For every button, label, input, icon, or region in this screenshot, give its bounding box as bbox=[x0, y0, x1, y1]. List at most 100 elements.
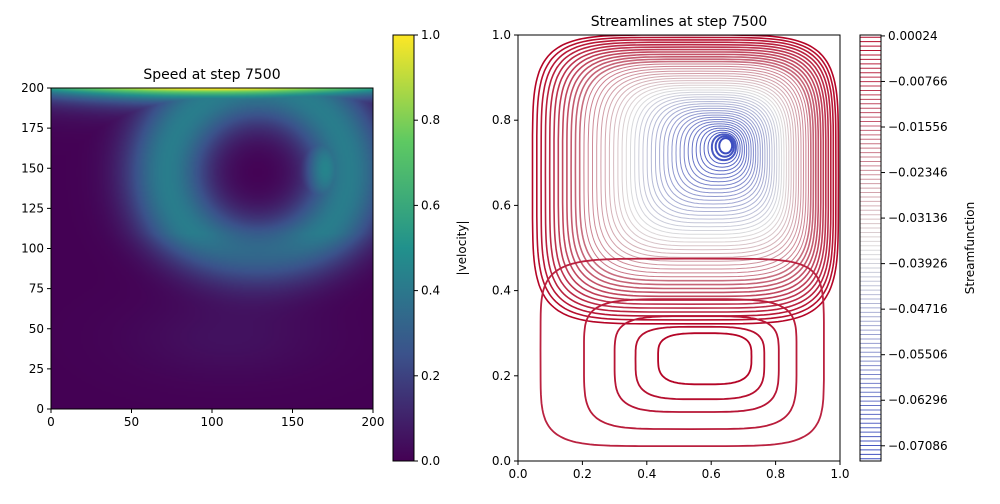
speed-colorbar-tick-label: 0.4 bbox=[421, 284, 440, 298]
streamfunction-colorbar-tick-label: −0.01556 bbox=[888, 120, 948, 134]
secondary-streamline bbox=[539, 257, 825, 447]
heatmap-y-tick-label: 75 bbox=[29, 282, 44, 296]
primary-streamline bbox=[659, 105, 766, 209]
heatmap-title: Speed at step 7500 bbox=[143, 67, 280, 83]
streamlines-x-tick-label: 0.2 bbox=[573, 467, 592, 481]
secondary-streamline bbox=[657, 332, 753, 386]
streamfunction-colorbar-tick-label: −0.03136 bbox=[888, 211, 948, 225]
primary-streamline bbox=[592, 68, 805, 270]
streamlines-y-axis: 0.0 0.2 0.4 0.6 0.8 1.0 bbox=[492, 28, 518, 468]
streamfunction-colorbar-label: Streamfunction bbox=[963, 202, 977, 294]
streamfunction-colorbar-tick-label: −0.06296 bbox=[888, 393, 948, 407]
primary-streamline bbox=[691, 123, 748, 179]
heatmap-y-tick-label: 125 bbox=[21, 201, 44, 215]
primary-streamline bbox=[583, 63, 809, 278]
primary-streamline bbox=[557, 48, 825, 301]
streamlines-x-tick-label: 0.4 bbox=[637, 467, 656, 481]
streamfunction-colorbar-tick-label: −0.05506 bbox=[888, 348, 948, 362]
heatmap-x-tick-label: 100 bbox=[201, 415, 224, 429]
primary-streamline bbox=[683, 119, 752, 186]
streamfunction-colorbar-tick-label: −0.00766 bbox=[888, 74, 948, 88]
primary-streamline bbox=[671, 112, 759, 198]
heatmap-y-tick-label: 50 bbox=[29, 322, 44, 336]
primary-streamline bbox=[570, 56, 817, 290]
streamfunction-colorbar-ticks: 0.00024 −0.00766 −0.01556 −0.02346 −0.03136 −… bbox=[881, 29, 948, 453]
primary-streamline bbox=[578, 60, 812, 282]
speed-colorbar-tick-label: 1.0 bbox=[421, 28, 440, 42]
heatmap-y-tick-label: 200 bbox=[21, 81, 44, 95]
secondary-streamline bbox=[583, 298, 798, 431]
streamline-contours bbox=[531, 35, 840, 447]
primary-streamline bbox=[553, 46, 827, 306]
streamlines-panel: Streamlines at step 7500 0.0 0.2 0.4 0.6 0.8… bbox=[492, 14, 850, 481]
primary-streamline bbox=[663, 107, 764, 205]
primary-streamline bbox=[699, 127, 743, 172]
secondary-streamline bbox=[613, 315, 780, 413]
speed-heatmap-panel: Speed at step 7500 0 50 100 150 200 0 25 50 75 1… bbox=[21, 67, 384, 429]
speed-colorbar-label: |velocity| bbox=[455, 221, 469, 276]
heatmap-x-tick-label: 0 bbox=[47, 415, 55, 429]
primary-streamline bbox=[707, 131, 739, 165]
streamlines-x-tick-label: 0.8 bbox=[766, 467, 785, 481]
primary-streamline bbox=[587, 65, 807, 274]
speed-colorbar: 0.0 0.2 0.4 0.6 0.8 1.0 |velocity| bbox=[392, 28, 469, 468]
streamlines-y-tick-label: 0.2 bbox=[492, 369, 511, 383]
streamlines-y-tick-label: 0.4 bbox=[492, 284, 511, 298]
heatmap-y-tick-label: 0 bbox=[36, 402, 44, 416]
speed-colorbar-tick-label: 0.6 bbox=[421, 198, 440, 212]
heatmap-y-axis: 0 25 50 75 100 125 150 175 200 bbox=[21, 81, 51, 416]
secondary-streamline bbox=[634, 325, 766, 401]
primary-streamline bbox=[718, 137, 734, 155]
streamlines-title: Streamlines at step 7500 bbox=[591, 14, 768, 30]
primary-streamline bbox=[638, 94, 778, 228]
streamlines-x-tick-label: 0.0 bbox=[508, 467, 527, 481]
primary-streamline bbox=[596, 70, 802, 266]
speed-colorbar-gradient bbox=[392, 34, 415, 462]
primary-streamline bbox=[714, 135, 735, 158]
primary-streamline bbox=[574, 58, 815, 286]
primary-streamline bbox=[650, 100, 771, 216]
primary-streamline bbox=[604, 75, 797, 258]
streamlines-y-tick-label: 0.8 bbox=[492, 113, 511, 127]
streamfunction-colorbar-tick-label: −0.03926 bbox=[888, 257, 948, 271]
primary-streamline bbox=[548, 43, 830, 309]
primary-streamline bbox=[621, 84, 787, 243]
speed-colorbar-tick-label: 0.8 bbox=[421, 113, 440, 127]
heatmap-x-tick-label: 50 bbox=[124, 415, 139, 429]
primary-streamline bbox=[600, 72, 800, 262]
primary-streamline bbox=[695, 125, 745, 175]
primary-streamline bbox=[703, 129, 741, 168]
primary-streamline bbox=[608, 77, 795, 254]
primary-streamline bbox=[675, 114, 757, 194]
primary-streamline bbox=[630, 89, 783, 235]
heatmap-x-tick-label: 200 bbox=[362, 415, 385, 429]
primary-streamline bbox=[544, 41, 832, 313]
streamfunction-colorbar-tick-label: −0.02346 bbox=[888, 166, 948, 180]
streamfunction-colorbar-tick-label: −0.04716 bbox=[888, 302, 948, 316]
primary-streamline bbox=[667, 110, 761, 201]
primary-streamline bbox=[613, 80, 792, 251]
streamfunction-colorbar-frame bbox=[859, 34, 882, 462]
streamlines-y-tick-label: 0.6 bbox=[492, 198, 511, 212]
speed-colorbar-tick-label: 0.2 bbox=[421, 369, 440, 383]
primary-streamline bbox=[634, 91, 780, 231]
primary-streamline bbox=[679, 116, 754, 190]
primary-streamline bbox=[642, 96, 775, 224]
streamfunction-colorbar-tick-label: 0.00024 bbox=[888, 29, 938, 43]
streamlines-x-tick-label: 1.0 bbox=[830, 467, 849, 481]
primary-streamline bbox=[617, 82, 790, 247]
heatmap-x-tick-label: 150 bbox=[281, 415, 304, 429]
primary-streamline bbox=[566, 53, 820, 294]
heatmap-y-tick-label: 175 bbox=[21, 121, 44, 135]
streamlines-x-tick-label: 0.6 bbox=[702, 467, 721, 481]
primary-streamline bbox=[687, 121, 750, 183]
primary-streamline bbox=[710, 133, 737, 162]
primary-streamline bbox=[625, 87, 785, 239]
primary-streamline bbox=[540, 39, 835, 317]
speed-colorbar-ticks: 0.0 0.2 0.4 0.6 0.8 1.0 bbox=[414, 28, 440, 468]
heatmap-y-tick-label: 100 bbox=[21, 242, 44, 256]
primary-streamline bbox=[536, 36, 837, 321]
streamfunction-colorbar: 0.00024 −0.00766 −0.01556 −0.02346 −0.03136 −… bbox=[859, 29, 977, 462]
